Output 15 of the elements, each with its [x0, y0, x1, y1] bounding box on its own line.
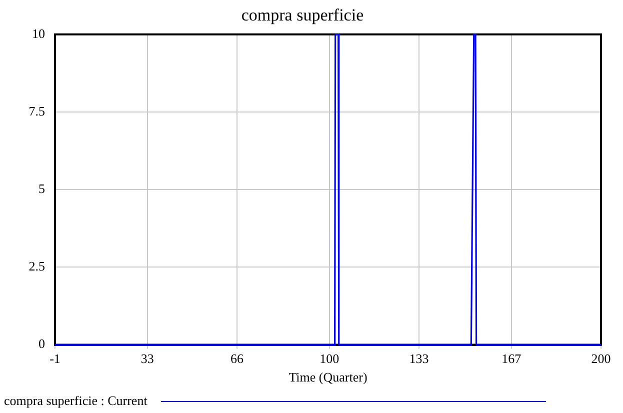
x-tick-label: 66 [230, 351, 244, 366]
y-tick-label: 5 [38, 181, 45, 196]
x-tick-label: 200 [591, 351, 611, 366]
y-tick-label: 7.5 [28, 103, 45, 118]
x-tick-label: 33 [140, 351, 154, 366]
x-tick-label: 100 [320, 351, 340, 366]
x-tick-label: -1 [50, 351, 60, 366]
text: compra superficie : Current [4, 393, 148, 409]
y-tick-label: 10 [32, 26, 45, 41]
y-tick-label: 0 [38, 336, 45, 352]
x-tick-label: 167 [502, 351, 522, 366]
x-axis-title: Time (Quarter) [288, 370, 368, 385]
y-tick-label: 2.5 [28, 258, 45, 274]
chart-title: compra superficie [241, 6, 364, 25]
x-tick-label: 133 [409, 351, 429, 366]
